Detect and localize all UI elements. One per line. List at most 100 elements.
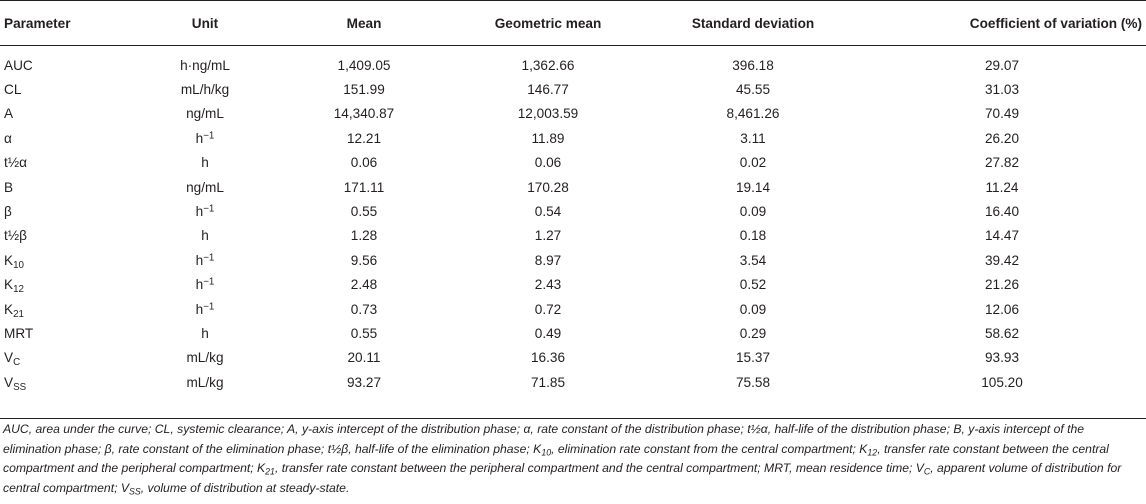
unit-text: mL/h/kg — [180, 82, 230, 98]
unit-exponent: −1 — [203, 203, 215, 215]
mean-cell: 171.11 — [343, 179, 385, 195]
footnote-subscript: 21 — [265, 466, 275, 477]
footnote-text: , transfer rate constant between the cen… — [3, 441, 1109, 476]
parameter-name: t½β — [4, 228, 27, 244]
pharmacokinetic-parameters-table: Parameter Unit Mean Geometric mean Stand… — [0, 0, 1146, 400]
table-row: t½α h 0.06 0.06 0.02 27.82 — [0, 151, 1146, 175]
parameter-cell: α — [0, 126, 130, 150]
geometric-mean-cell: 146.77 — [527, 82, 569, 98]
unit-text: h — [195, 301, 204, 317]
coefficient-of-variation-cell: 27.82 — [984, 155, 1020, 171]
mean-cell: 0.55 — [350, 325, 378, 341]
header-unit: Unit — [130, 0, 280, 46]
unit-cell: h−1 — [130, 297, 280, 321]
mean-cell: 12.21 — [346, 130, 382, 146]
footnote-text: , volume of distribution at steady-state… — [140, 480, 350, 495]
parameter-cell: CL — [0, 77, 130, 101]
coefficient-of-variation-cell: 31.03 — [984, 82, 1020, 98]
standard-deviation-cell: 0.29 — [739, 325, 767, 341]
unit-text: ng/mL — [186, 179, 224, 195]
coefficient-of-variation-cell: 39.42 — [984, 252, 1020, 268]
unit-text: mL/kg — [186, 374, 224, 390]
unit-text: h — [195, 204, 204, 220]
standard-deviation-cell: 8,461.26 — [726, 106, 780, 122]
geometric-mean-cell: 1,362.66 — [521, 57, 575, 73]
parameter-cell: A — [0, 102, 130, 126]
coefficient-of-variation-cell: 11.24 — [985, 179, 1019, 195]
parameter-subscript: 10 — [13, 259, 24, 271]
unit-cell: h−1 — [130, 273, 280, 297]
mean-cell: 9.56 — [350, 252, 378, 268]
parameter-name: B — [4, 179, 14, 195]
unit-cell: h — [130, 151, 280, 175]
header-standard-deviation: Standard deviation — [648, 0, 858, 46]
unit-text: h·ng/mL — [180, 57, 230, 73]
parameter-cell: K21 — [0, 297, 130, 321]
parameter-cell: VSS — [0, 370, 130, 399]
standard-deviation-cell: 19.14 — [735, 179, 771, 195]
standard-deviation-cell: 0.52 — [739, 277, 767, 293]
geometric-mean-cell: 0.54 — [534, 204, 562, 220]
parameter-name: AUC — [4, 57, 33, 73]
unit-text: ng/mL — [186, 106, 224, 122]
parameter-cell: t½α — [0, 151, 130, 175]
table-row: K12 h−1 2.48 2.43 0.52 21.26 — [0, 273, 1146, 297]
parameter-name: V — [4, 350, 14, 366]
standard-deviation-cell: 3.54 — [739, 252, 767, 268]
standard-deviation-cell: 75.58 — [735, 374, 771, 390]
table-row: K21 h−1 0.73 0.72 0.09 12.06 — [0, 297, 1146, 321]
parameter-subscript: 21 — [13, 308, 24, 320]
table-row: β h−1 0.55 0.54 0.09 16.40 — [0, 199, 1146, 223]
header-mean: Mean — [280, 0, 448, 46]
parameter-cell: VC — [0, 346, 130, 370]
parameter-cell: t½β — [0, 224, 130, 248]
parameter-cell: B — [0, 175, 130, 199]
mean-cell: 151.99 — [343, 82, 385, 98]
table-row: t½β h 1.28 1.27 0.18 14.47 — [0, 224, 1146, 248]
geometric-mean-cell: 2.43 — [534, 277, 562, 293]
unit-cell: h·ng/mL — [130, 46, 280, 78]
table-bottom-rule — [0, 418, 1146, 419]
parameter-name: α — [4, 130, 12, 146]
table-row: K10 h−1 9.56 8.97 3.54 39.42 — [0, 248, 1146, 272]
table-row: α h−1 12.21 11.89 3.11 26.20 — [0, 126, 1146, 150]
parameter-name: t½α — [4, 155, 27, 171]
unit-text: h — [201, 155, 209, 171]
parameter-subscript: C — [13, 357, 21, 369]
parameter-name: K — [4, 252, 14, 268]
unit-text: h — [195, 277, 204, 293]
unit-text: h — [201, 325, 209, 341]
geometric-mean-cell: 8.97 — [534, 252, 562, 268]
footnote-subscript: 12 — [867, 447, 878, 458]
unit-exponent: −1 — [203, 130, 215, 142]
unit-cell: h — [130, 224, 280, 248]
footnote-subscript: 10 — [541, 447, 552, 458]
parameter-cell: β — [0, 199, 130, 223]
table-row: VC mL/kg 20.11 16.36 15.37 93.93 — [0, 346, 1146, 370]
parameter-name: A — [4, 106, 14, 122]
coefficient-of-variation-cell: 14.47 — [984, 228, 1020, 244]
unit-text: mL/kg — [186, 350, 224, 366]
parameter-cell: AUC — [0, 46, 130, 78]
table-row: MRT h 0.55 0.49 0.29 58.62 — [0, 321, 1146, 345]
coefficient-of-variation-cell: 21.26 — [984, 277, 1020, 293]
standard-deviation-cell: 0.18 — [739, 228, 767, 244]
unit-cell: ng/mL — [130, 175, 280, 199]
geometric-mean-cell: 0.49 — [534, 325, 562, 341]
coefficient-of-variation-cell: 58.62 — [984, 325, 1020, 341]
parameter-name: K — [4, 277, 14, 293]
table-body: AUC h·ng/mL 1,409.05 1,362.66 396.18 29.07 CL m… — [0, 46, 1146, 400]
unit-cell: ng/mL — [130, 102, 280, 126]
standard-deviation-cell: 45.55 — [735, 82, 771, 98]
unit-cell: h — [130, 321, 280, 345]
unit-cell: h−1 — [130, 199, 280, 223]
header-geometric-mean: Geometric mean — [448, 0, 648, 46]
parameter-name: V — [4, 374, 14, 390]
table-row: VSS mL/kg 93.27 71.85 75.58 105.20 — [0, 370, 1146, 399]
standard-deviation-cell: 0.09 — [739, 301, 767, 317]
standard-deviation-cell: 0.02 — [739, 155, 767, 171]
header-parameter: Parameter — [0, 0, 130, 46]
coefficient-of-variation-cell: 93.93 — [984, 350, 1020, 366]
